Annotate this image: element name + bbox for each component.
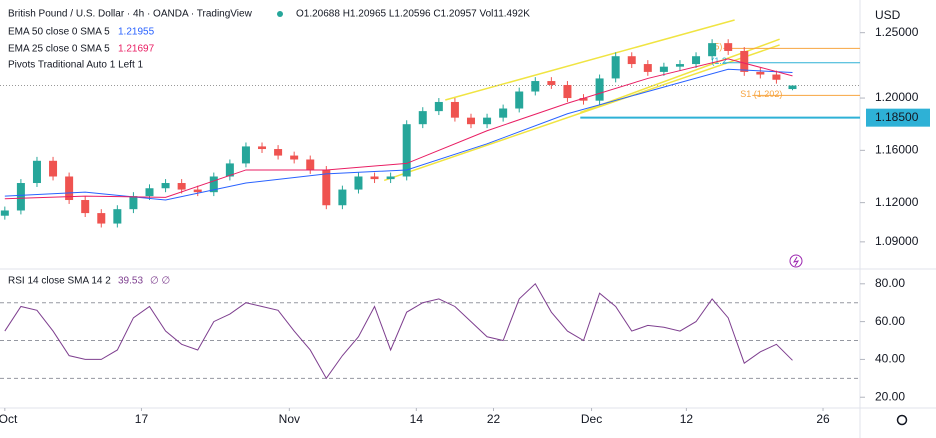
legend-ema50-value: 1.21955 — [118, 27, 155, 38]
candle-body — [499, 108, 508, 118]
candle-body — [595, 78, 604, 101]
ohlc-text: O1.20688 H1.20965 L1.20596 C1.20957 Vol1… — [296, 9, 530, 20]
y-tick-label: 1.09000 — [875, 234, 919, 248]
candle-body — [145, 188, 154, 197]
candle-body — [129, 196, 138, 210]
y-tick-label: 1.20000 — [875, 90, 919, 104]
rsi-line — [4, 282, 793, 380]
candle-body — [563, 84, 572, 99]
candle-body — [675, 64, 684, 67]
trend-line — [383, 44, 780, 182]
candle-body — [241, 146, 250, 164]
candle-body — [370, 176, 379, 180]
candle-body — [306, 159, 315, 170]
x-tick-label: Oct — [0, 412, 18, 426]
candle-body — [547, 81, 556, 85]
candle-body — [16, 183, 25, 211]
legend-rsi: RSI 14 close SMA 14 2 — [8, 276, 111, 287]
candle-body — [193, 189, 202, 193]
candle-body — [97, 213, 106, 224]
legend-rsi-extra: ∅ ∅ — [150, 276, 170, 287]
candle-body — [450, 101, 459, 118]
level-badge — [866, 108, 930, 127]
ema-line — [4, 58, 793, 200]
candle-body — [724, 43, 733, 51]
candle-body — [659, 66, 668, 72]
chart-title: British Pound / U.S. Dollar · 4h · OANDA… — [8, 9, 253, 20]
candle-body — [322, 169, 331, 206]
candle-body — [466, 117, 475, 125]
legend-ema25-value: 1.21697 — [118, 44, 155, 55]
candle-body — [290, 155, 299, 160]
candle-body — [515, 91, 524, 109]
event-icon-bolt — [792, 256, 800, 267]
candle-body — [65, 176, 74, 201]
settings-icon[interactable] — [896, 414, 908, 426]
candle-body — [209, 176, 218, 193]
y-tick-label: 1.12000 — [875, 195, 919, 209]
candle-body — [418, 111, 427, 125]
candle-body — [274, 149, 283, 156]
candle-body — [338, 189, 347, 206]
candle-body — [692, 56, 701, 65]
x-tick-label: 14 — [410, 412, 424, 426]
x-tick-label: Dec — [581, 412, 602, 426]
candle-body — [177, 183, 186, 190]
candle-body — [32, 160, 41, 184]
x-tick-label: 22 — [487, 412, 501, 426]
candle-body — [402, 124, 411, 177]
candle-body — [81, 200, 90, 214]
legend-pivots: Pivots Traditional Auto 1 Left 1 — [8, 60, 144, 71]
x-tick-label: 17 — [135, 412, 149, 426]
candle-body — [483, 117, 492, 125]
candle-body — [531, 81, 540, 92]
currency: USD — [875, 8, 901, 22]
y-tick-label: 1.25000 — [875, 25, 919, 39]
y-tick-label: 1.16000 — [875, 143, 919, 157]
legend-ema50: EMA 50 close 0 SMA 5 — [8, 27, 110, 38]
y-tick-label: 20.00 — [875, 389, 905, 403]
candle-body — [788, 85, 797, 90]
y-tick-label: 60.00 — [875, 314, 905, 328]
candle-body — [756, 71, 765, 75]
status-dot — [277, 11, 283, 17]
level-label: 1.18500 — [875, 110, 919, 124]
x-tick-label: 26 — [816, 412, 830, 426]
event-icon[interactable] — [789, 254, 803, 268]
candle-body — [434, 101, 443, 112]
x-tick-label: 12 — [680, 412, 694, 426]
candle-body — [740, 50, 749, 72]
y-tick-label: 80.00 — [875, 276, 905, 290]
candle-body — [611, 56, 620, 79]
candle-body — [579, 98, 588, 101]
candle-body — [0, 210, 9, 216]
x-tick-label: Nov — [279, 412, 300, 426]
trend-line — [445, 19, 735, 101]
candle-body — [225, 163, 234, 177]
candle-body — [49, 160, 58, 177]
candle-body — [386, 176, 395, 180]
candle-body — [161, 183, 170, 189]
candle-body — [113, 209, 122, 224]
candle-body — [258, 146, 267, 150]
candle-body — [354, 176, 363, 190]
pivot-label: (5) — [711, 42, 722, 52]
candle-body — [627, 56, 636, 65]
pivot-label: S1 (1.202) — [740, 89, 782, 99]
candle-body — [643, 64, 652, 72]
y-tick-label: 40.00 — [875, 352, 905, 366]
legend-ema25: EMA 25 close 0 SMA 5 — [8, 44, 110, 55]
candle-body — [772, 74, 781, 80]
candle-body — [708, 43, 717, 57]
legend-rsi-value: 39.53 — [118, 276, 143, 287]
